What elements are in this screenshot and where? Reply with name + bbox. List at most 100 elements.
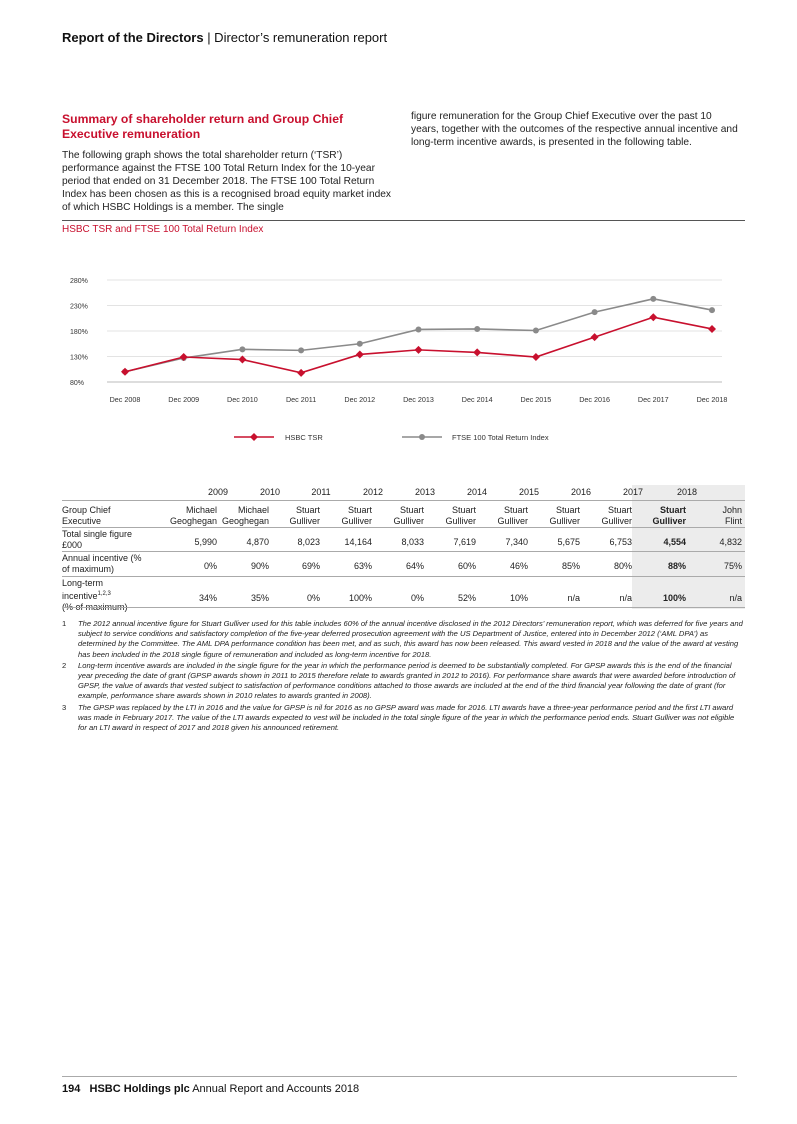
long-term-incentive-value: 34% (198, 593, 217, 603)
data-point-hsbc-tsr (414, 345, 423, 354)
annual-incentive-value: 63% (353, 561, 372, 571)
executive-name-line: Gulliver (393, 516, 424, 526)
long-term-incentive-value: 10% (509, 593, 528, 603)
x-tick-label: Dec 2009 (168, 395, 199, 404)
total-single-figure-value: 5,675 (557, 537, 580, 547)
year-header: 2015 (518, 487, 540, 497)
total-single-figure-value: 5,990 (194, 537, 217, 547)
header-subsection: | Director’s remuneration report (203, 30, 388, 45)
executive-name: Michael Geoghegan (165, 505, 217, 527)
header-section: Report of the Directors (62, 30, 204, 45)
x-tick-label: Dec 2018 (697, 395, 728, 404)
total-single-figure-value: 14,164 (344, 537, 372, 547)
data-point-ftse-100 (415, 326, 422, 333)
footnote-text: Long-term incentive awards are included … (78, 660, 736, 701)
year-header: 2018 (676, 487, 698, 497)
annual-incentive-value: 64% (405, 561, 424, 571)
page-number: 194 (62, 1083, 81, 1095)
x-tick-label: Dec 2013 (403, 395, 434, 404)
legend-label-hsbc-tsr: HSBC TSR (285, 433, 323, 442)
legend-marker-hsbc-tsr (250, 433, 258, 441)
data-point-ftse-100 (650, 295, 657, 302)
x-tick-label: Dec 2016 (579, 395, 610, 404)
chart-title: HSBC TSR and FTSE 100 Total Return Index (62, 224, 264, 235)
series-line-hsbc-tsr (124, 316, 713, 374)
y-tick-label: 80% (70, 380, 84, 387)
executive-name-line: Michael (237, 505, 269, 515)
total-single-figure-value: 6,753 (609, 537, 632, 547)
y-tick-label: 280% (70, 278, 88, 285)
long-term-incentive-value: n/a (729, 593, 742, 603)
x-tick-label: Dec 2012 (344, 395, 375, 404)
footnotes: 1 The 2012 annual incentive figure for St… (62, 619, 745, 734)
annual-incentive-value: 88% (667, 561, 686, 571)
executive-name: Michael Geoghegan (217, 505, 269, 527)
label-group-chief-executive: Group Chief Executive (62, 505, 111, 526)
footnote-number: 3 (62, 702, 67, 712)
executive-name: Stuart Gulliver (268, 505, 320, 527)
executive-name: Stuart Gulliver (320, 505, 372, 527)
data-point-ftse-100 (709, 307, 715, 314)
x-tick-label: Dec 2017 (638, 395, 669, 404)
series-line-ftse-100 (124, 298, 713, 373)
executive-name-line: Gulliver (445, 516, 476, 526)
x-tick-label: Dec 2011 (286, 395, 316, 404)
row-divider (62, 576, 745, 577)
executive-name: Stuart Gulliver (372, 505, 424, 527)
footer-divider (62, 1076, 737, 1077)
legend-marker-ftse-100 (419, 434, 425, 440)
year-header: 2009 (207, 487, 229, 497)
year-divider (62, 500, 745, 501)
executive-name-line: Gulliver (652, 516, 686, 526)
data-point-ftse-100 (356, 340, 363, 347)
executive-name: Stuart Gulliver (580, 505, 632, 527)
executive-name-line: Stuart (503, 505, 528, 515)
data-point-hsbc-tsr (649, 313, 658, 322)
year-header: 2014 (466, 487, 488, 497)
executive-name-line: Stuart (347, 505, 372, 515)
data-point-hsbc-tsr (238, 355, 247, 364)
year-header: 2011 (311, 487, 331, 497)
annual-incentive-value: 69% (301, 561, 320, 571)
legend-label-ftse-100: FTSE 100 Total Return Index (452, 433, 549, 442)
long-term-incentive-value: 100% (662, 593, 686, 603)
executive-name-line: Stuart (555, 505, 580, 515)
label-long-term-incentive-text: Long-term incentive (62, 578, 104, 601)
footnote: 3 The GPSP was replaced by the LTI in 201… (62, 703, 745, 734)
year-header: 2013 (414, 487, 436, 497)
executive-name-line: Gulliver (601, 516, 632, 526)
page-header: Report of the Directors | Director’s rem… (62, 30, 387, 45)
data-point-ftse-100 (591, 309, 598, 316)
annual-incentive-value: 0% (203, 561, 217, 571)
label-total-single-figure: Total single figure £000 (62, 529, 133, 550)
y-tick-label: 180% (70, 329, 88, 336)
executive-name-line: Gulliver (497, 516, 528, 526)
long-term-incentive-value: n/a (619, 593, 632, 603)
total-single-figure-value: 4,832 (719, 537, 742, 547)
executive-name-line: Stuart (451, 505, 476, 515)
long-term-incentive-value: n/a (567, 593, 580, 603)
executive-name: Stuart Gulliver (476, 505, 528, 527)
intro-left-column: Summary of shareholder return and Group … (62, 112, 392, 214)
annual-incentive-value: 75% (723, 561, 742, 571)
executive-name-line: Stuart (399, 505, 424, 515)
data-point-hsbc-tsr (179, 353, 188, 362)
executive-name-line: Geoghegan (221, 516, 269, 526)
x-tick-label: Dec 2008 (110, 395, 141, 404)
year-header: 2017 (622, 487, 644, 497)
data-point-hsbc-tsr (708, 324, 716, 333)
total-single-figure-value: 7,340 (505, 537, 528, 547)
section-divider (62, 220, 745, 221)
executive-name-line: Stuart (295, 505, 320, 515)
year-header: 2012 (362, 487, 384, 497)
row-divider (62, 551, 745, 552)
executive-name: Stuart Gulliver (424, 505, 476, 527)
executive-name-line: Geoghegan (169, 516, 217, 526)
executive-name-line: Flint (724, 516, 742, 526)
total-single-figure-value: 7,619 (453, 537, 476, 547)
data-point-hsbc-tsr (590, 333, 599, 342)
executive-name-line: Stuart (659, 505, 686, 515)
long-term-incentive-value: 0% (306, 593, 320, 603)
data-point-ftse-100 (239, 346, 246, 353)
intro-paragraph-left: The following graph shows the total shar… (62, 150, 392, 214)
